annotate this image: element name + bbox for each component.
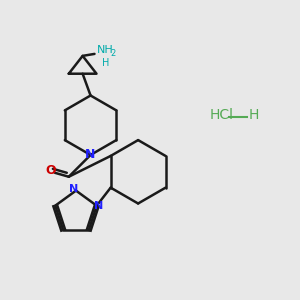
Text: N: N — [94, 201, 103, 211]
Text: H: H — [102, 58, 109, 68]
Text: H: H — [249, 108, 260, 122]
Text: NH: NH — [97, 45, 113, 55]
Text: 2: 2 — [110, 50, 116, 58]
Text: O: O — [46, 164, 56, 177]
Text: N: N — [69, 184, 79, 194]
Text: N: N — [85, 148, 96, 161]
Text: HCl: HCl — [209, 108, 233, 122]
